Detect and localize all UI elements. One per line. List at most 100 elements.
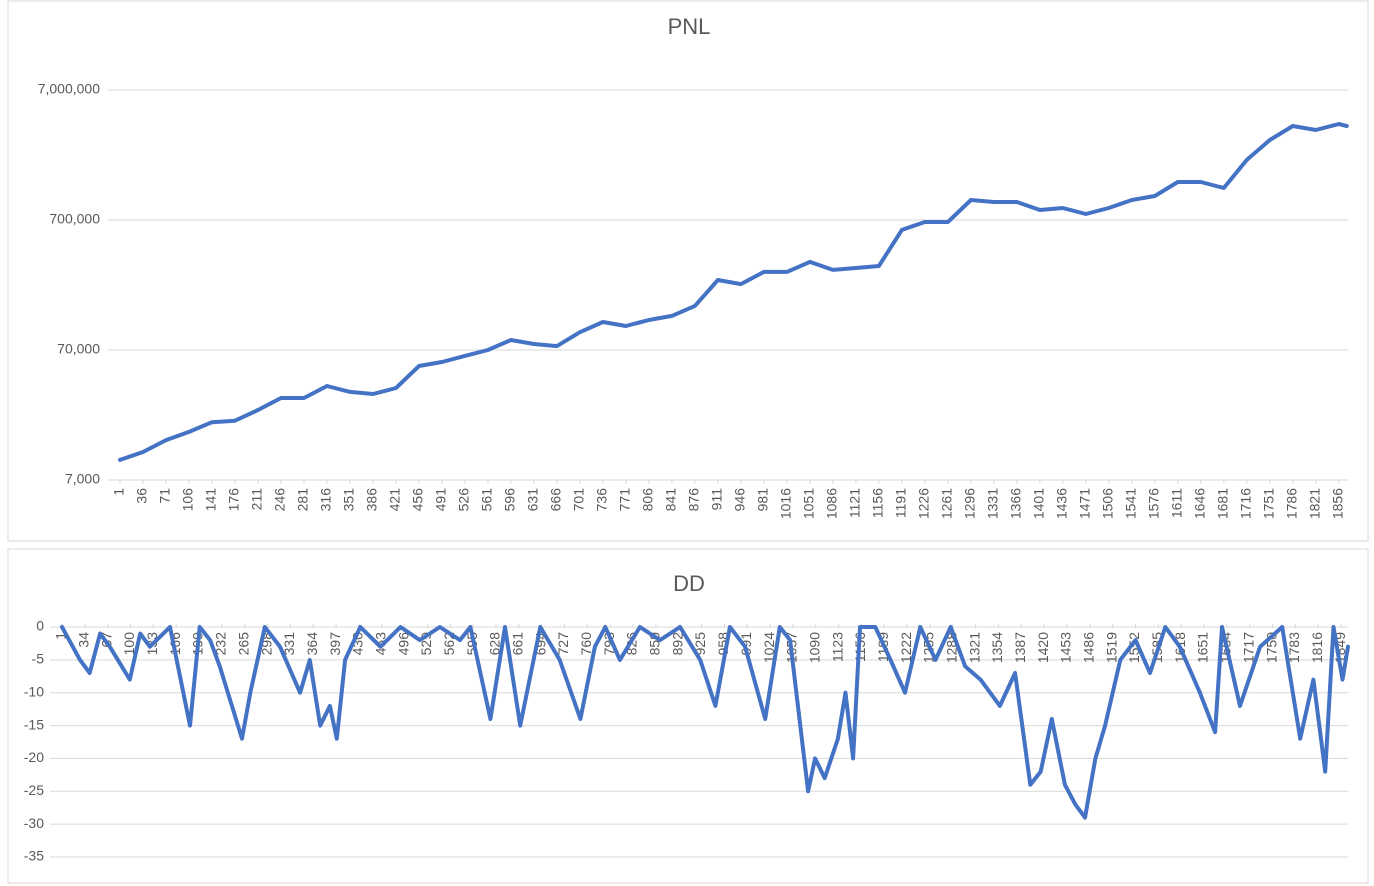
x-tick-label: 1366	[1008, 488, 1024, 519]
x-tick-label: 736	[594, 488, 610, 512]
x-tick-label: 1519	[1103, 632, 1119, 663]
x-tick-label: 1716	[1238, 488, 1254, 519]
y-tick-label: 700,000	[49, 211, 100, 227]
y-tick-label: -30	[24, 815, 44, 831]
x-tick-label: 1191	[893, 488, 909, 518]
x-tick-label: 1420	[1035, 632, 1051, 663]
x-tick-label: 316	[318, 488, 334, 512]
x-tick-label: 806	[640, 488, 656, 512]
x-tick-label: 1783	[1286, 632, 1302, 663]
x-tick-label: 841	[663, 488, 679, 512]
x-tick-label: 701	[571, 488, 587, 512]
y-tick-label: -25	[24, 782, 44, 798]
x-tick-label: 1651	[1195, 632, 1211, 663]
x-tick-label: 1552	[1126, 632, 1142, 663]
x-tick-label: 1354	[989, 632, 1005, 663]
x-tick-label: 628	[487, 632, 503, 656]
x-tick-label: 397	[327, 632, 343, 656]
x-tick-label: 991	[738, 632, 754, 656]
y-tick-label: 7,000,000	[38, 81, 100, 97]
x-tick-label: 1222	[898, 632, 914, 663]
x-tick-label: 1576	[1146, 488, 1162, 519]
y-tick-label: -5	[32, 651, 45, 667]
x-tick-label: 1401	[1031, 488, 1047, 519]
y-tick-label: 7,000	[65, 471, 100, 487]
x-tick-label: 1856	[1330, 488, 1346, 519]
x-tick-label: 421	[387, 488, 403, 512]
y-tick-label: -15	[24, 716, 44, 732]
x-tick-label: 1051	[801, 488, 817, 519]
x-tick-label: 1436	[1054, 488, 1070, 519]
x-tick-label: 386	[364, 488, 380, 512]
x-tick-label: 1681	[1215, 488, 1231, 519]
x-tick-label: 946	[732, 488, 748, 512]
chart-title: PNL	[668, 14, 711, 39]
y-tick-label: -20	[24, 749, 44, 765]
x-tick-label: 1387	[1012, 632, 1028, 663]
x-tick-label: 1751	[1261, 488, 1277, 519]
x-tick-label: 1261	[939, 488, 955, 519]
x-tick-label: 892	[669, 632, 685, 656]
x-tick-label: 141	[203, 488, 219, 512]
x-tick-label: 1086	[824, 488, 840, 519]
x-tick-label: 1	[53, 632, 69, 640]
x-tick-label: 211	[249, 488, 265, 511]
y-tick-label: 0	[36, 618, 44, 634]
line-series	[118, 122, 1349, 462]
x-tick-label: 596	[502, 488, 518, 512]
x-tick-label: 666	[548, 488, 564, 512]
x-tick-label: 1646	[1192, 488, 1208, 519]
x-tick-label: 561	[479, 488, 495, 512]
x-tick-label: 281	[295, 488, 311, 512]
x-tick-label: 1024	[761, 632, 777, 663]
x-tick-label: 34	[76, 632, 92, 648]
x-tick-label: 1	[111, 488, 127, 496]
x-tick-label: 246	[272, 488, 288, 512]
x-tick-label: 1226	[916, 488, 932, 519]
x-tick-label: 265	[235, 632, 251, 656]
x-tick-label: 1486	[1081, 632, 1097, 663]
x-tick-label: 631	[525, 488, 541, 512]
x-tick-label: 1717	[1240, 632, 1256, 663]
x-tick-label: 1090	[806, 632, 822, 663]
y-tick-label: -35	[24, 848, 44, 864]
x-tick-label: 351	[341, 488, 357, 512]
x-tick-label: 526	[456, 488, 472, 512]
x-tick-label: 232	[213, 632, 229, 656]
x-tick-label: 661	[510, 632, 526, 656]
x-tick-label: 760	[578, 632, 594, 656]
y-tick-label: 70,000	[57, 341, 100, 357]
x-tick-label: 1471	[1077, 488, 1093, 519]
x-tick-label: 463	[372, 632, 388, 656]
x-tick-label: 793	[601, 632, 617, 656]
x-tick-label: 1506	[1100, 488, 1116, 519]
line-series	[60, 625, 1350, 820]
x-tick-label: 925	[692, 632, 708, 656]
x-tick-label: 1016	[778, 488, 794, 519]
x-tick-label: 71	[157, 488, 173, 504]
x-tick-label: 1121	[847, 488, 863, 518]
chart-title: DD	[673, 571, 705, 596]
x-tick-label: 876	[686, 488, 702, 512]
x-tick-label: 1453	[1058, 632, 1074, 663]
x-tick-label: 36	[134, 488, 150, 504]
x-tick-label: 331	[281, 632, 297, 656]
x-tick-label: 911	[709, 488, 725, 511]
x-tick-label: 1321	[966, 632, 982, 663]
x-tick-label: 1611	[1169, 488, 1185, 518]
x-tick-label: 364	[304, 632, 320, 656]
y-tick-label: -10	[24, 683, 44, 699]
chart-frame	[7, 0, 1369, 542]
x-tick-label: 1331	[985, 488, 1001, 519]
x-tick-label: 1156	[870, 488, 886, 518]
x-tick-label: 456	[410, 488, 426, 512]
x-tick-label: 1786	[1284, 488, 1300, 519]
x-tick-label: 176	[226, 488, 242, 512]
chart-frame	[7, 548, 1369, 884]
x-tick-label: 1541	[1123, 488, 1139, 519]
x-tick-label: 100	[121, 632, 137, 656]
x-tick-label: 496	[395, 632, 411, 656]
x-tick-label: 1816	[1309, 632, 1325, 663]
